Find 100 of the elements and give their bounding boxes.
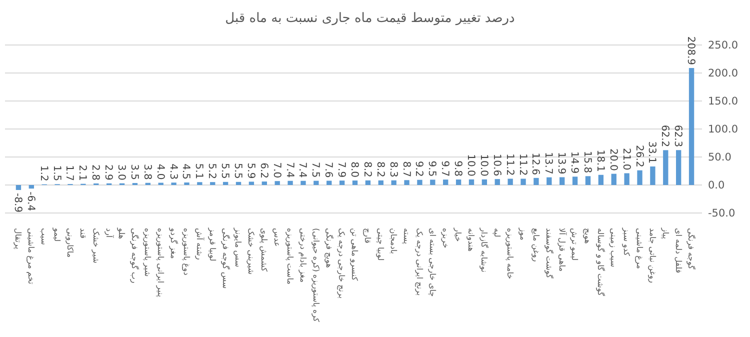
bar — [210, 182, 216, 185]
data-label: 1.2 — [38, 165, 49, 182]
x-tick-label: ماکارونی — [65, 228, 74, 258]
data-label: 3.0 — [116, 164, 127, 180]
x-tick-label: مغز بادام درختی — [298, 228, 308, 282]
x-tick-label: شیر پاستوریزه — [143, 228, 152, 277]
bar — [508, 178, 513, 185]
x-tick-label: عدس — [272, 228, 282, 247]
data-label: 7.0 — [270, 162, 282, 178]
data-label: 3.5 — [128, 164, 140, 180]
bar — [184, 182, 190, 185]
data-label: 4.0 — [154, 164, 166, 180]
bar — [624, 173, 630, 185]
bar — [28, 185, 34, 189]
x-tick-label: چای خارجی بسته ای — [428, 228, 437, 297]
data-label: 11.2 — [504, 153, 515, 176]
bar — [468, 179, 474, 185]
bar — [16, 185, 22, 190]
x-tick-label: تخم مرغ ماشینی — [26, 228, 36, 284]
x-tick-label: کشمش پلوی — [260, 228, 269, 272]
bar — [676, 150, 682, 185]
bar — [352, 180, 358, 185]
data-label: 14.9 — [568, 151, 580, 174]
bar — [663, 150, 668, 185]
x-tick-label: رب گوجه فرنگی — [130, 228, 140, 284]
data-label: 208.9 — [685, 36, 696, 66]
data-label: 20.0 — [607, 148, 618, 171]
data-label: 4.5 — [180, 164, 192, 180]
data-label: 2.8 — [90, 164, 101, 180]
bar — [391, 180, 396, 185]
data-label: 3.8 — [141, 164, 152, 180]
x-tick-label: پیاز — [660, 227, 670, 239]
x-tick-label: آرد — [104, 228, 114, 238]
x-tick-label: شیرینی خشک — [246, 228, 256, 275]
x-tick-label: سس مایونز — [234, 227, 243, 268]
bar — [585, 176, 591, 185]
x-tick-label: روغن مایع — [531, 228, 540, 262]
bar — [688, 68, 694, 185]
data-label: 8.3 — [387, 161, 398, 178]
data-label: 7.4 — [296, 162, 308, 178]
bar — [430, 180, 436, 185]
data-label: 13.9 — [556, 152, 567, 174]
x-tick-label: دوغ پاستوریزه — [182, 228, 191, 276]
data-label: -8.9 — [12, 192, 23, 212]
bar — [637, 170, 642, 185]
data-label: -6.4 — [24, 192, 36, 212]
bar — [274, 181, 280, 185]
bar — [326, 180, 332, 185]
y-tick-label: 250.0 — [708, 40, 738, 52]
x-tick-label: هویج — [583, 228, 592, 244]
data-label: 26.2 — [633, 145, 644, 168]
x-tick-label: بادمجان — [389, 228, 398, 254]
data-label: 10.0 — [464, 154, 476, 176]
bar — [248, 182, 254, 185]
data-label: 9.7 — [439, 160, 450, 177]
x-tick-label: روغن نباتی جامد — [648, 228, 657, 284]
x-tick-label: پسته — [402, 228, 411, 244]
x-tick-label: سس گوجه فرنگی — [220, 228, 231, 290]
x-tick-label: گوشت گاو و گوساله — [596, 228, 606, 296]
data-label: 7.4 — [284, 162, 295, 178]
x-tick-label: قند — [78, 228, 88, 239]
data-label: 11.2 — [516, 153, 528, 176]
data-label: 15.8 — [581, 150, 592, 174]
data-label: 5.2 — [206, 163, 218, 180]
x-tick-label: شیر خشک — [91, 228, 100, 264]
bar — [197, 182, 202, 185]
x-tick-label: پرتقال — [14, 228, 23, 250]
x-tick-label: هویج فرنگی — [324, 228, 334, 268]
data-label: 8.2 — [374, 162, 386, 178]
data-label: 7.6 — [322, 162, 334, 178]
x-tick-label: گوشت گوسفند — [544, 228, 554, 279]
data-label: 5.5 — [232, 163, 244, 179]
data-label: 18.1 — [594, 150, 606, 172]
data-label: 9.5 — [426, 160, 438, 177]
y-tick-label: 100.0 — [708, 124, 738, 136]
data-label: 1.5 — [50, 165, 62, 182]
data-label: 8.0 — [348, 162, 360, 178]
bar — [456, 180, 462, 185]
bar — [482, 179, 488, 185]
x-tick-label: لوبیا قرمز — [208, 227, 217, 262]
data-label: 7.5 — [310, 162, 321, 178]
data-label: 10.6 — [490, 154, 502, 176]
data-label: 5.5 — [219, 163, 230, 179]
x-tick-label: لیمو ترش — [570, 228, 580, 261]
x-tick-label: موز — [518, 227, 528, 240]
x-tick-label: سیب — [40, 228, 49, 246]
x-tick-label: خربزه — [440, 228, 450, 248]
data-label: 12.6 — [530, 152, 541, 175]
bar — [494, 179, 500, 185]
data-label: 8.2 — [361, 162, 372, 178]
x-tick-label: فلفل دلمه ای — [674, 228, 683, 274]
x-tick-label: خیار — [454, 227, 463, 242]
data-label: 2.9 — [102, 164, 114, 180]
x-tick-label: قارچ — [363, 228, 372, 244]
bar — [339, 180, 345, 185]
x-tick-label: لپه — [492, 228, 502, 238]
x-tick-label: گوجه فرنگی — [686, 228, 697, 270]
data-label: 10.0 — [478, 154, 489, 176]
bar — [417, 180, 422, 185]
data-label: 62.2 — [659, 124, 670, 148]
